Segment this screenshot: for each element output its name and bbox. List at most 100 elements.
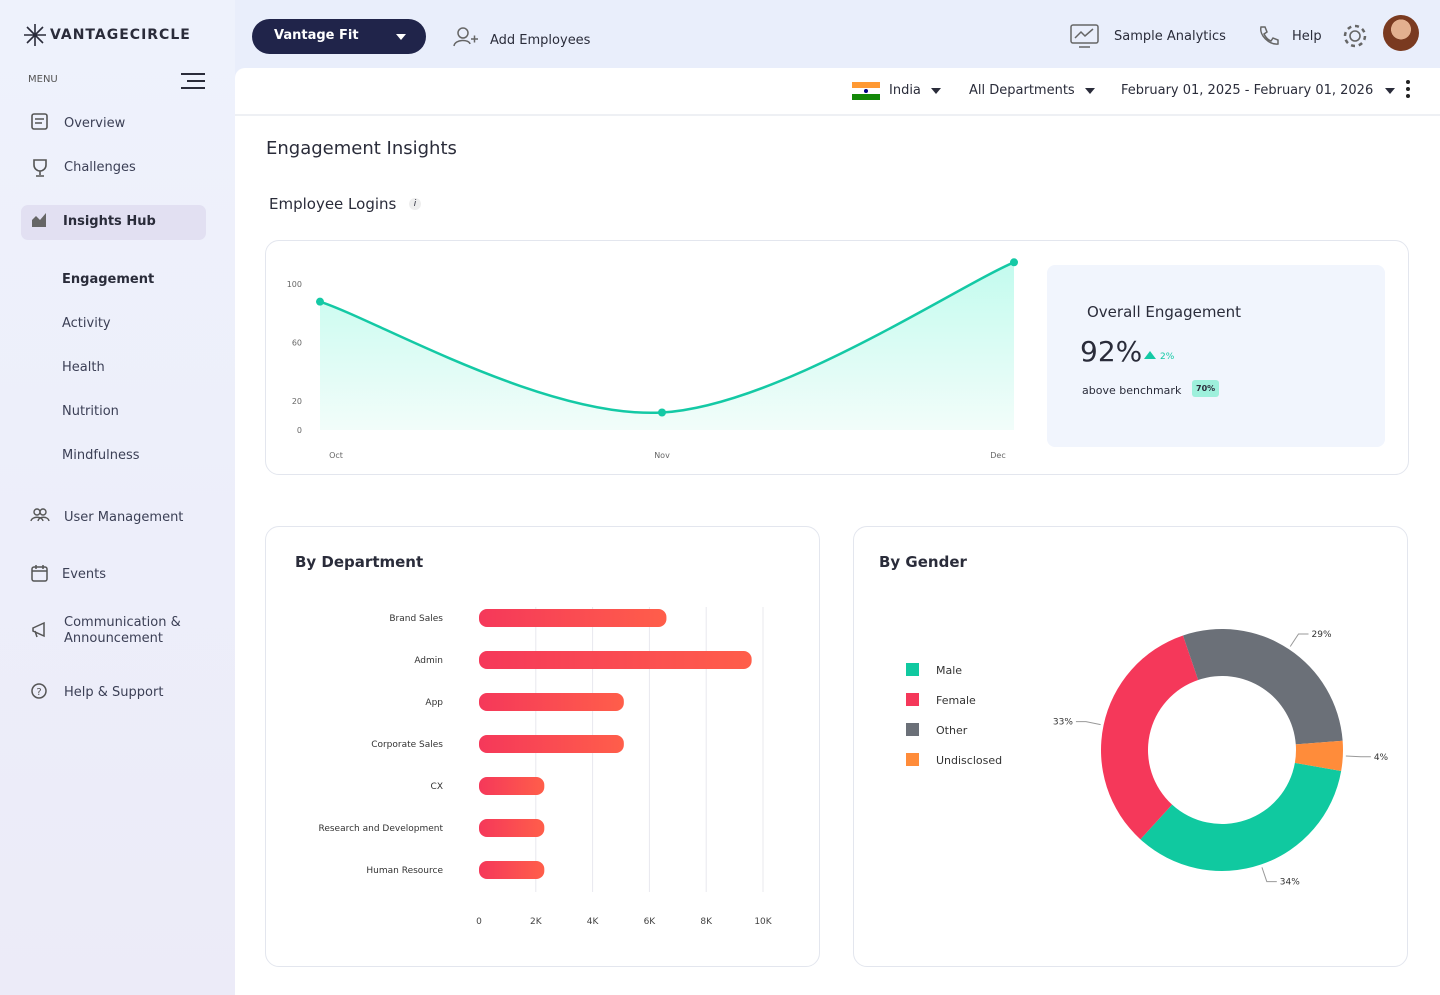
slice <box>1101 635 1199 840</box>
x-tick-label: 0 <box>476 917 482 927</box>
nav-item[interactable]: Help & Support <box>64 685 164 700</box>
analytics-icon <box>1070 24 1099 48</box>
value-label: 29% <box>1312 630 1332 640</box>
caret <box>1084 87 1095 94</box>
sub-nav-item[interactable]: Activity <box>62 316 111 331</box>
nav-item[interactable]: Events <box>62 567 107 582</box>
date-filter[interactable]: February 01, 2025 - February 01, 2026 <box>1121 83 1396 98</box>
sub-nav-item[interactable]: Health <box>62 360 105 375</box>
chart-title: By Gender <box>879 553 968 571</box>
sample-analytics[interactable]: Sample Analytics <box>1114 29 1226 44</box>
y-tick-label: 100 <box>287 280 302 289</box>
bar <box>479 777 545 795</box>
brand: VANTAGECIRCLE <box>50 27 191 43</box>
sub-nav-item[interactable]: Mindfulness <box>62 448 140 463</box>
add-user-icon <box>453 27 478 47</box>
users-icon <box>30 508 50 522</box>
menu-label: MENU <box>28 74 58 85</box>
nav-item[interactable]: User Management <box>64 510 184 525</box>
sub-nav-item[interactable]: Nutrition <box>62 404 119 419</box>
slice <box>1294 740 1343 772</box>
x-tick-label: 10K <box>754 917 772 927</box>
point <box>658 408 666 417</box>
y-tick-label: Human Resource <box>366 866 443 876</box>
svg-text:?: ? <box>36 687 41 698</box>
point <box>1010 258 1018 267</box>
page-title: Engagement Insights <box>266 138 457 159</box>
x-tick-label: 2K <box>530 917 543 927</box>
nav-item[interactable]: Communication & Announcement <box>64 615 181 646</box>
x-tick-label: Oct <box>329 451 343 460</box>
x-tick-label: 8K <box>700 917 713 927</box>
benchmark-badge: 70% <box>1192 380 1220 397</box>
change-value: 2% <box>1160 352 1175 362</box>
avatar[interactable] <box>1383 15 1419 51</box>
sub-nav-item[interactable]: Engagement <box>62 272 155 287</box>
legend-label: Other <box>936 724 968 737</box>
add-employees[interactable]: Add Employees <box>490 33 591 48</box>
nav-item[interactable]: Overview <box>64 116 126 131</box>
section-title: Employee Logins <box>269 195 397 213</box>
leader-line <box>1261 867 1277 883</box>
menu-toggle[interactable] <box>181 72 205 90</box>
india-flag <box>852 82 880 100</box>
department-filter[interactable]: All Departments <box>969 83 1095 98</box>
y-tick-label: 0 <box>297 426 302 435</box>
logo-icon <box>24 24 46 46</box>
info-icon[interactable]: i <box>409 198 421 210</box>
events-icon <box>31 565 48 582</box>
help-link[interactable]: Help <box>1292 29 1322 44</box>
product-switcher[interactable]: Vantage Fit <box>252 19 426 54</box>
announce-icon <box>32 621 45 638</box>
date-range: February 01, 2025 - February 01, 2026 <box>1121 83 1374 98</box>
overview-icon <box>31 113 48 130</box>
benchmark-text: above benchmark <box>1082 384 1182 397</box>
value-label: 33% <box>1053 718 1073 728</box>
bar <box>479 861 545 879</box>
area <box>320 262 1014 430</box>
y-tick-label: Research and Development <box>318 824 443 834</box>
insights-icon <box>32 213 46 227</box>
x-tick-label: 4K <box>587 917 600 927</box>
caret <box>1385 87 1396 94</box>
settings-icon[interactable] <box>1341 22 1369 50</box>
country-filter[interactable]: India <box>889 83 941 98</box>
summary-title: Overall Engagement <box>1087 303 1242 321</box>
x-tick-label: Dec <box>990 451 1005 460</box>
bar <box>479 651 752 669</box>
leader-line <box>1345 755 1371 758</box>
point <box>316 297 324 306</box>
filter-divider <box>235 114 1440 116</box>
bar <box>479 609 667 627</box>
nav-item[interactable]: Challenges <box>64 160 136 175</box>
chart-title: By Department <box>295 553 423 571</box>
summary-change: 2% <box>1144 351 1174 362</box>
slice <box>1183 629 1343 745</box>
legend-swatch <box>906 663 919 676</box>
leader-line <box>1075 721 1101 726</box>
slice <box>1140 762 1342 871</box>
y-tick-label: App <box>425 698 443 708</box>
summary-card: Overall Engagement 92% 2% above benchmar… <box>1047 265 1385 447</box>
more-menu[interactable] <box>1403 79 1413 99</box>
legend-label: Male <box>936 664 962 677</box>
bar <box>479 693 624 711</box>
help-icon: ? <box>31 683 47 699</box>
phone-icon <box>1260 26 1279 45</box>
leader-line <box>1289 633 1309 647</box>
summary-value: 92% <box>1080 335 1143 368</box>
product-name: Vantage Fit <box>274 28 359 43</box>
legend-swatch <box>906 693 919 706</box>
legend-swatch <box>906 753 919 766</box>
x-tick-label: 6K <box>644 917 657 927</box>
active-nav-bg <box>21 205 206 240</box>
y-tick-label: Corporate Sales <box>371 740 443 750</box>
up-arrow <box>1144 351 1156 359</box>
legend-label: Female <box>936 694 976 707</box>
department: All Departments <box>969 83 1075 98</box>
y-tick-label: CX <box>431 782 443 792</box>
challenges-icon <box>33 159 47 177</box>
value-label: 4% <box>1374 753 1389 763</box>
nav-item[interactable]: Insights Hub <box>63 214 156 229</box>
